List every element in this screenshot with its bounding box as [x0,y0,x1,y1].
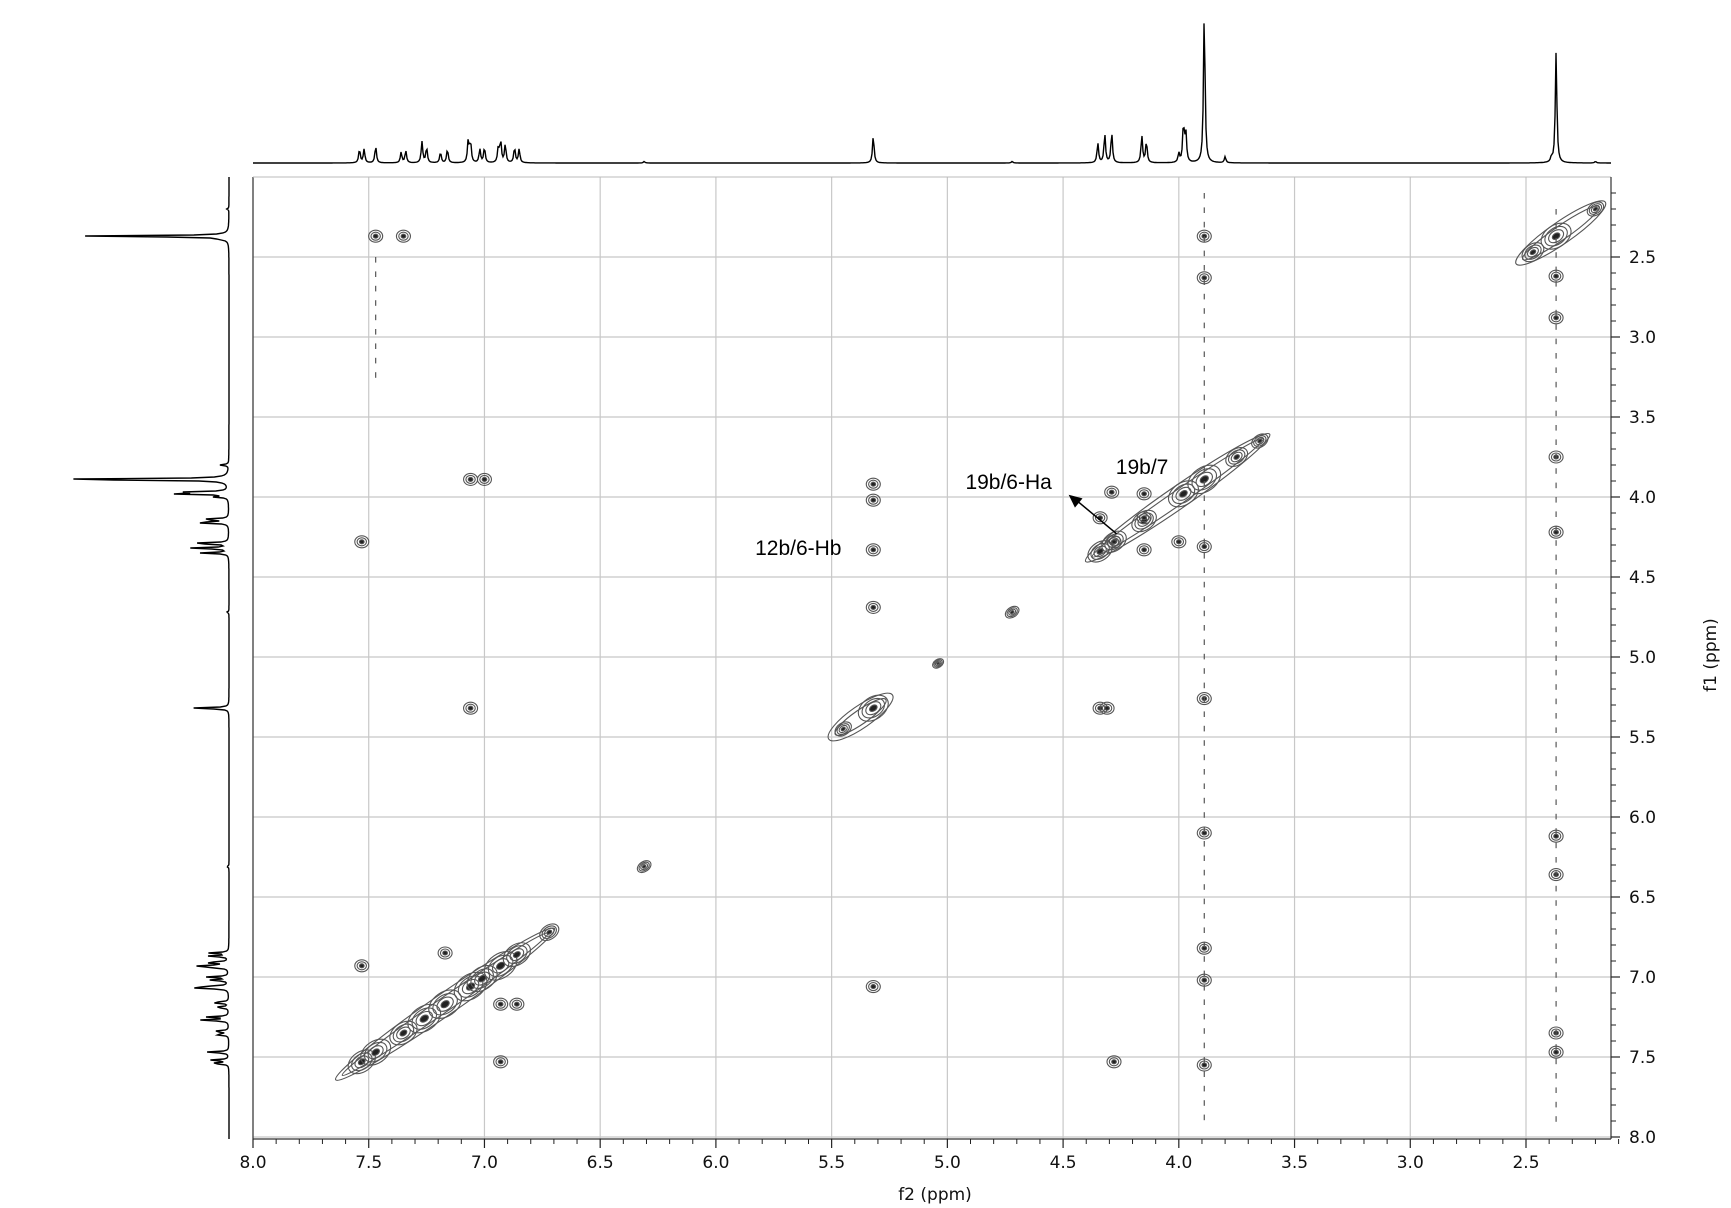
cross-peak [865,980,881,994]
cross-peak [1104,485,1120,499]
y-tick-label: 6.0 [1629,808,1656,828]
cross-peak [354,535,370,549]
annotation-arrowhead [1068,494,1083,508]
x-tick-label: 4.0 [1165,1153,1192,1173]
y-tick-label: 4.5 [1629,568,1656,588]
cross-peak [865,600,881,614]
x-tick-label: 5.5 [818,1153,845,1173]
diagonal-peak [1004,605,1020,619]
diagonal-band [827,692,894,742]
diagonal-peak [1225,446,1249,468]
y-tick-label: 6.5 [1629,888,1656,908]
diagonal-peak [1167,480,1199,508]
f2-projection-spectrum [253,23,1611,164]
plot-frame [252,176,1612,1140]
cross-peak [1136,511,1152,525]
cross-peak [1196,692,1212,706]
cross-peak [463,472,479,486]
diagonal-peak [466,965,498,993]
diagonal-peak [1187,464,1222,495]
annotations: 19b/6-Ha 19b/7 12b/6-Hb [755,456,1168,560]
diagonal-peak [636,860,652,874]
cross-peak [493,997,509,1011]
x-tick-label: 6.5 [587,1153,614,1173]
diagonal-peak [1521,242,1545,263]
y-tick-label: 8.0 [1629,1128,1656,1148]
y-tick-label: 5.0 [1629,648,1656,668]
cross-peak [1092,511,1108,525]
x-tick-label: 7.5 [355,1153,382,1173]
cross-peak [368,229,384,243]
x-tick-label: 3.5 [1281,1153,1308,1173]
cross-peak [1171,535,1187,549]
f1-projection-trace [73,177,230,1139]
grid [252,177,1611,1139]
diagonal-peak [1131,509,1157,533]
diagonal-peak [834,721,852,737]
cross-peak [493,1055,509,1069]
cross-peak [476,472,493,486]
annotation-label: 12b/6-Hb [755,537,841,560]
annotation-label: 19b/7 [1116,456,1169,479]
cross-peak [865,543,881,557]
diagonal-peak [857,694,889,722]
cross-peak [1106,535,1122,549]
diagonal-peak [407,1003,442,1034]
diagonal-peak [539,923,560,942]
x-tick-label: 7.0 [471,1153,498,1173]
y-tick-label: 3.5 [1629,408,1656,428]
cross-peak [1196,229,1212,243]
cross-peak [1099,701,1115,715]
annotation-arrow [1074,498,1118,535]
x-tick-label: 6.0 [702,1153,729,1173]
cross-peak [1548,868,1564,882]
f2-projection-trace [253,23,1611,164]
cross-peak [437,946,453,960]
cross-peak [865,493,881,507]
f1-projection-spectrum [73,177,230,1139]
y-axis-title: f1 (ppm) [1701,618,1721,692]
y-tick-label: 7.0 [1629,968,1656,988]
x-tick-label: 2.5 [1512,1153,1539,1173]
y-tick-label: 4.0 [1629,488,1656,508]
cross-peak [1136,487,1152,501]
cross-peak [509,997,525,1011]
diagonal-peak [1251,433,1269,449]
cross-peak [354,959,370,973]
y-tick-label: 2.5 [1629,248,1656,268]
diagonal-peak [932,658,945,669]
annotation-label: 19b/6-Ha [965,471,1052,494]
x-tick-label: 3.0 [1397,1153,1424,1173]
cross-peak [865,477,881,491]
x-tick-label: 4.5 [1050,1153,1077,1173]
y-tick-label: 5.5 [1629,728,1656,748]
cross-peak [1106,1055,1122,1069]
y-axis: 2.5 3.0 3.5 4.0 4.5 5.0 5.5 6.0 6.5 7.0 7.5 8.0 [1611,192,1656,1148]
diagonal-peak [389,1020,418,1046]
x-tick-label: 5.0 [934,1153,961,1173]
x-tick-label: 8.0 [239,1153,266,1173]
contour-peaks [334,193,1607,1122]
y-tick-label: 3.0 [1629,328,1656,348]
diagonal-peak [428,989,462,1019]
x-axis-title: f2 (ppm) [898,1185,972,1205]
diagonal-peak [1540,222,1572,250]
diagonal-peak [1586,201,1605,217]
diagonal-peak [360,1038,392,1066]
cross-peak [463,701,479,715]
cross-peak [395,229,411,243]
cross-peak [1136,543,1152,557]
y-tick-label: 7.5 [1629,1048,1656,1068]
diagonal-peak [502,942,531,967]
x-axis: 8.0 7.5 7.0 6.5 6.0 5.5 5.0 4.5 4.0 3.5 3.0 2.5 [239,1139,1620,1173]
